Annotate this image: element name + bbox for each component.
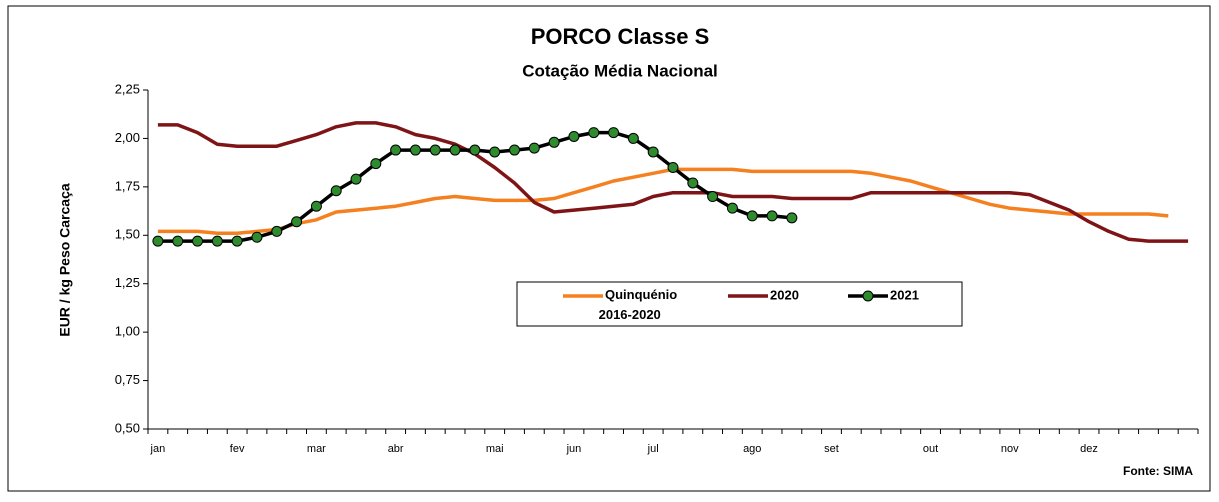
x-tick-label: jun (566, 443, 582, 455)
data-point (568, 130, 580, 142)
legend-marker (862, 290, 874, 302)
data-point (449, 144, 461, 156)
data-point (291, 216, 303, 228)
x-tick-label: mai (486, 443, 504, 455)
data-point (251, 231, 263, 243)
data-point (548, 136, 560, 148)
y-tick-label: 0,75 (115, 372, 140, 387)
series-line (157, 121, 1189, 243)
data-point (211, 235, 223, 247)
data-point (152, 235, 164, 247)
data-point (172, 235, 184, 247)
data-point (528, 142, 540, 154)
x-tick-label: dez (1080, 443, 1098, 455)
x-tick-label: jul (647, 443, 659, 455)
data-point (746, 210, 758, 222)
data-point (608, 127, 620, 139)
data-point (231, 235, 243, 247)
data-point (588, 127, 600, 139)
data-point (350, 173, 362, 185)
data-point (667, 161, 679, 173)
y-tick-label: 1,75 (115, 178, 140, 193)
data-point (330, 185, 342, 197)
legend-label: 2020 (770, 287, 799, 302)
series-line (157, 167, 1169, 236)
x-tick-label: out (923, 443, 938, 455)
x-tick-label: abr (388, 443, 404, 455)
legend-label: 2021 (890, 287, 919, 302)
x-tick-label: set (824, 443, 839, 455)
data-point (409, 144, 421, 156)
y-tick-label: 1,25 (115, 275, 140, 290)
chart-subtitle: Cotação Média Nacional (522, 61, 718, 80)
chart-border (7, 5, 1211, 492)
y-tick-label: 1,50 (115, 227, 140, 242)
x-tick-label: fev (230, 443, 245, 455)
y-tick-label: 1,00 (115, 324, 140, 339)
x-tick-label: nov (1001, 443, 1019, 455)
x-tick-label: mar (307, 443, 326, 455)
data-point (786, 212, 798, 224)
data-point (707, 191, 719, 203)
data-point (627, 132, 639, 144)
data-point (489, 146, 501, 158)
y-axis-label: EUR / kg Peso Carcaça (57, 183, 73, 337)
data-point (726, 202, 738, 214)
data-point (687, 177, 699, 189)
legend-box (516, 281, 963, 327)
data-point (192, 235, 204, 247)
data-point (469, 144, 481, 156)
source: Fonte: SIMA (1123, 464, 1193, 478)
chart-title: PORCO Classe S (531, 24, 710, 49)
data-point (271, 225, 283, 237)
x-tick-label: ago (743, 443, 761, 455)
data-point (390, 144, 402, 156)
data-point (647, 146, 659, 158)
data-point (509, 144, 521, 156)
data-point (766, 210, 778, 222)
x-tick-label: jan (150, 443, 166, 455)
data-point (429, 144, 441, 156)
data-point (370, 158, 382, 170)
y-tick-label: 0,50 (115, 420, 140, 435)
y-tick-label: 2,00 (115, 130, 140, 145)
data-point (310, 200, 322, 212)
legend-label: Quinquénio 2016-2020 (595, 287, 677, 322)
y-tick-label: 2,25 (115, 81, 140, 96)
